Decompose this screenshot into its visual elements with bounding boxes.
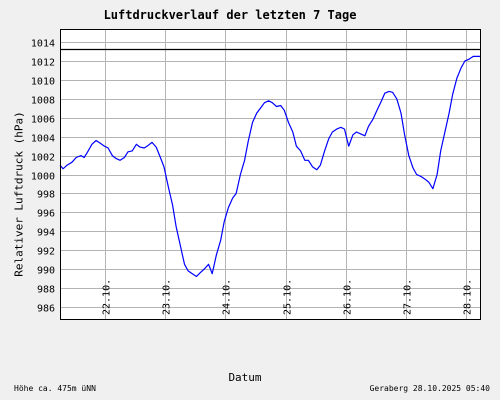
x-tick-label: 22.10. xyxy=(102,279,113,315)
x-tick-label: 23.10. xyxy=(162,279,173,315)
x-tick-label: 25.10. xyxy=(283,279,294,315)
y-tick-label: 992 xyxy=(37,247,55,258)
y-tick-label: 1006 xyxy=(31,115,55,126)
plot-area xyxy=(60,29,481,320)
y-tick-label: 990 xyxy=(37,266,55,277)
x-tick-label: 24.10. xyxy=(222,279,233,315)
y-tick-label: 998 xyxy=(37,190,55,201)
x-tick-label: 28.10. xyxy=(463,279,474,315)
x-tick-label: 26.10. xyxy=(343,279,354,315)
plot-border xyxy=(60,29,481,320)
altitude-note: Höhe ca. 475m üNN xyxy=(14,384,96,393)
chart-title: Luftdruckverlauf der letzten 7 Tage xyxy=(103,8,357,22)
y-tick-label: 994 xyxy=(37,228,55,239)
x-axis-label: Datum xyxy=(228,371,262,384)
station-timestamp: Geraberg 28.10.2025 05:40 xyxy=(369,384,490,393)
y-tick-label: 1014 xyxy=(31,39,55,50)
y-axis-label: Relativer Luftdruck (hPa) xyxy=(12,111,26,277)
y-tick-label: 1000 xyxy=(31,172,55,183)
y-tick-label: 1012 xyxy=(31,58,55,69)
y-tick-label: 1008 xyxy=(31,96,55,107)
y-tick-label: 988 xyxy=(37,285,55,296)
y-tick-label: 986 xyxy=(37,304,55,315)
series-layer xyxy=(59,55,481,278)
grid-lines xyxy=(60,29,481,320)
y-tick-label: 1004 xyxy=(31,134,55,145)
x-tick-label: 27.10. xyxy=(403,279,414,315)
tick-labels: 986 988 990 992 994 996 998 1000 1002 1004 1006 100… xyxy=(31,39,474,316)
y-tick-label: 996 xyxy=(37,209,55,220)
pressure-line xyxy=(59,55,481,278)
y-tick-label: 1010 xyxy=(31,77,55,88)
y-tick-label: 1002 xyxy=(31,153,55,164)
